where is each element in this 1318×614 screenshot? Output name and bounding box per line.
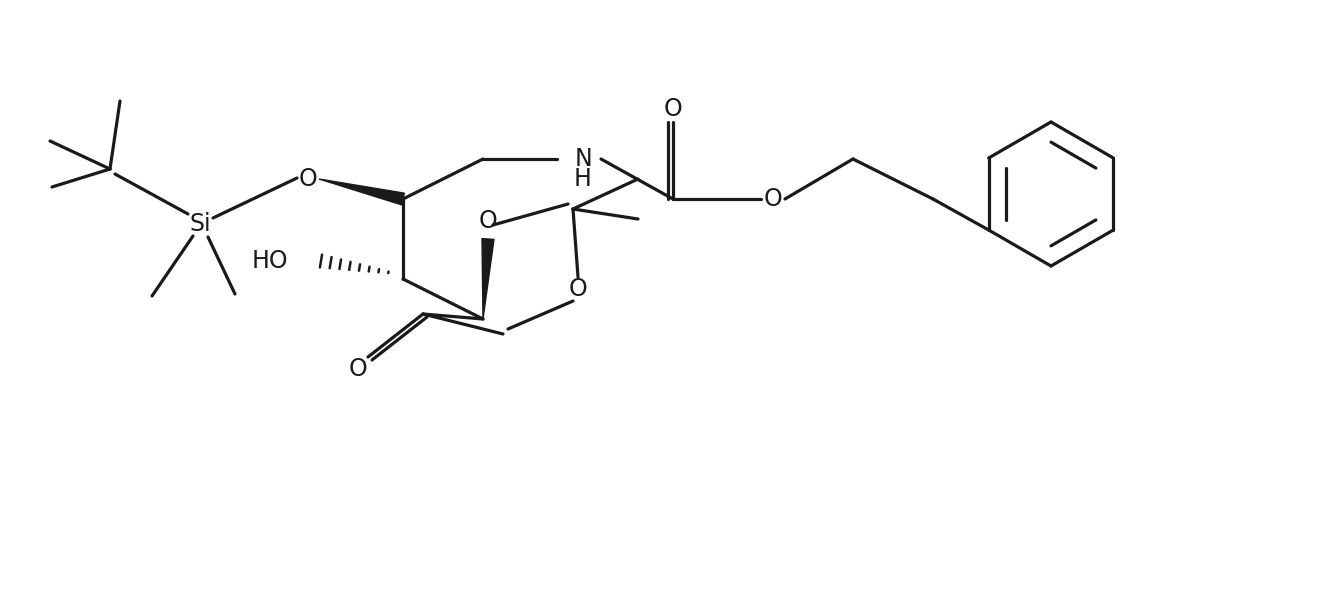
Text: O: O (763, 187, 783, 211)
Text: O: O (478, 209, 497, 233)
Text: Si: Si (190, 212, 211, 236)
Text: O: O (568, 277, 588, 301)
Polygon shape (319, 179, 405, 205)
Text: HO: HO (252, 249, 289, 273)
Text: H: H (575, 167, 592, 191)
Text: N: N (575, 147, 592, 171)
Polygon shape (482, 239, 494, 319)
Text: O: O (299, 167, 318, 191)
Text: O: O (664, 97, 683, 121)
Text: O: O (349, 357, 368, 381)
